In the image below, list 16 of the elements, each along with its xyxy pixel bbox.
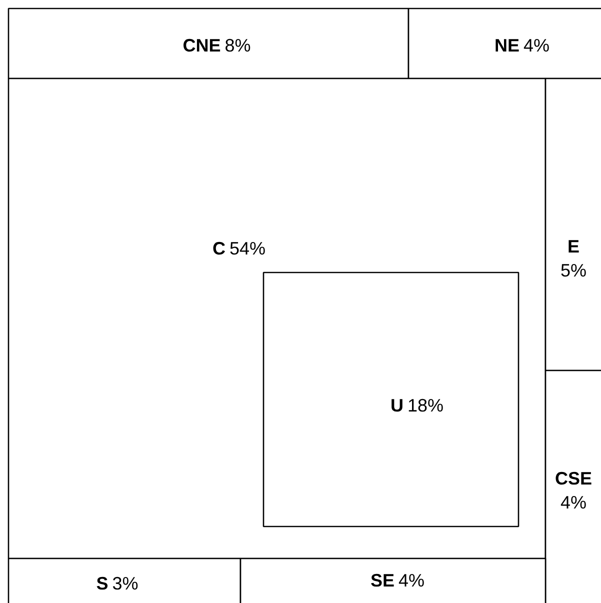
category-label: U xyxy=(390,396,404,416)
category-label: CNE xyxy=(182,36,221,56)
data-label: 4% xyxy=(398,570,425,590)
category-label: C xyxy=(212,238,226,258)
category-label: E xyxy=(567,236,580,256)
data-label: 4% xyxy=(560,492,587,512)
data-label: 3% xyxy=(112,574,138,594)
data-label: 8% xyxy=(224,36,251,56)
category-label: NE xyxy=(494,36,520,56)
data-label: 54% xyxy=(230,238,266,258)
category-label: S xyxy=(96,574,108,594)
data-label: 18% xyxy=(408,396,444,416)
data-label: 5% xyxy=(560,260,587,280)
data-label: 4% xyxy=(524,36,550,56)
category-label: CSE xyxy=(554,468,592,488)
category-label: SE xyxy=(370,570,395,590)
